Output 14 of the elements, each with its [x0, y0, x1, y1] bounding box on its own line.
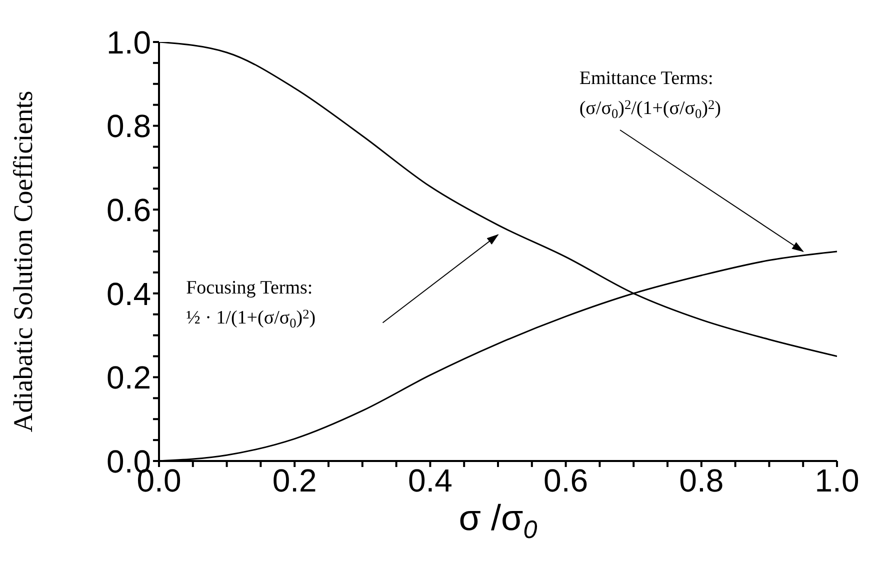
- y-tick-label: 0.4: [106, 276, 151, 312]
- y-tick-label: 1.0: [106, 24, 151, 60]
- x-tick-label: 0.6: [544, 462, 588, 499]
- x-tick-label: 0.4: [408, 462, 452, 499]
- annotation: Focusing Terms: ½ · 1/(1+(σ/σ$_{0}$)$^{2}$): [186, 277, 316, 330]
- y-tick-label: 0.6: [106, 192, 151, 228]
- text: Emittance Terms: (σ/σ$_{0}$)$^{2}$/(1+(σ/σ$_{0}$)$^{2}$): [579, 68, 721, 121]
- x-axis-title: σ /σ$_{0}$: [458, 497, 538, 544]
- x-tick-label: 0.8: [679, 462, 724, 499]
- y-axis-title: Adiabatic Solution Coefficients: [8, 90, 38, 432]
- y-tick-label: 0.8: [106, 108, 151, 144]
- y-tick-label: 0.2: [106, 360, 151, 396]
- x-tick-label: 0.2: [272, 462, 317, 499]
- x-tick-label: 1.0: [814, 462, 860, 499]
